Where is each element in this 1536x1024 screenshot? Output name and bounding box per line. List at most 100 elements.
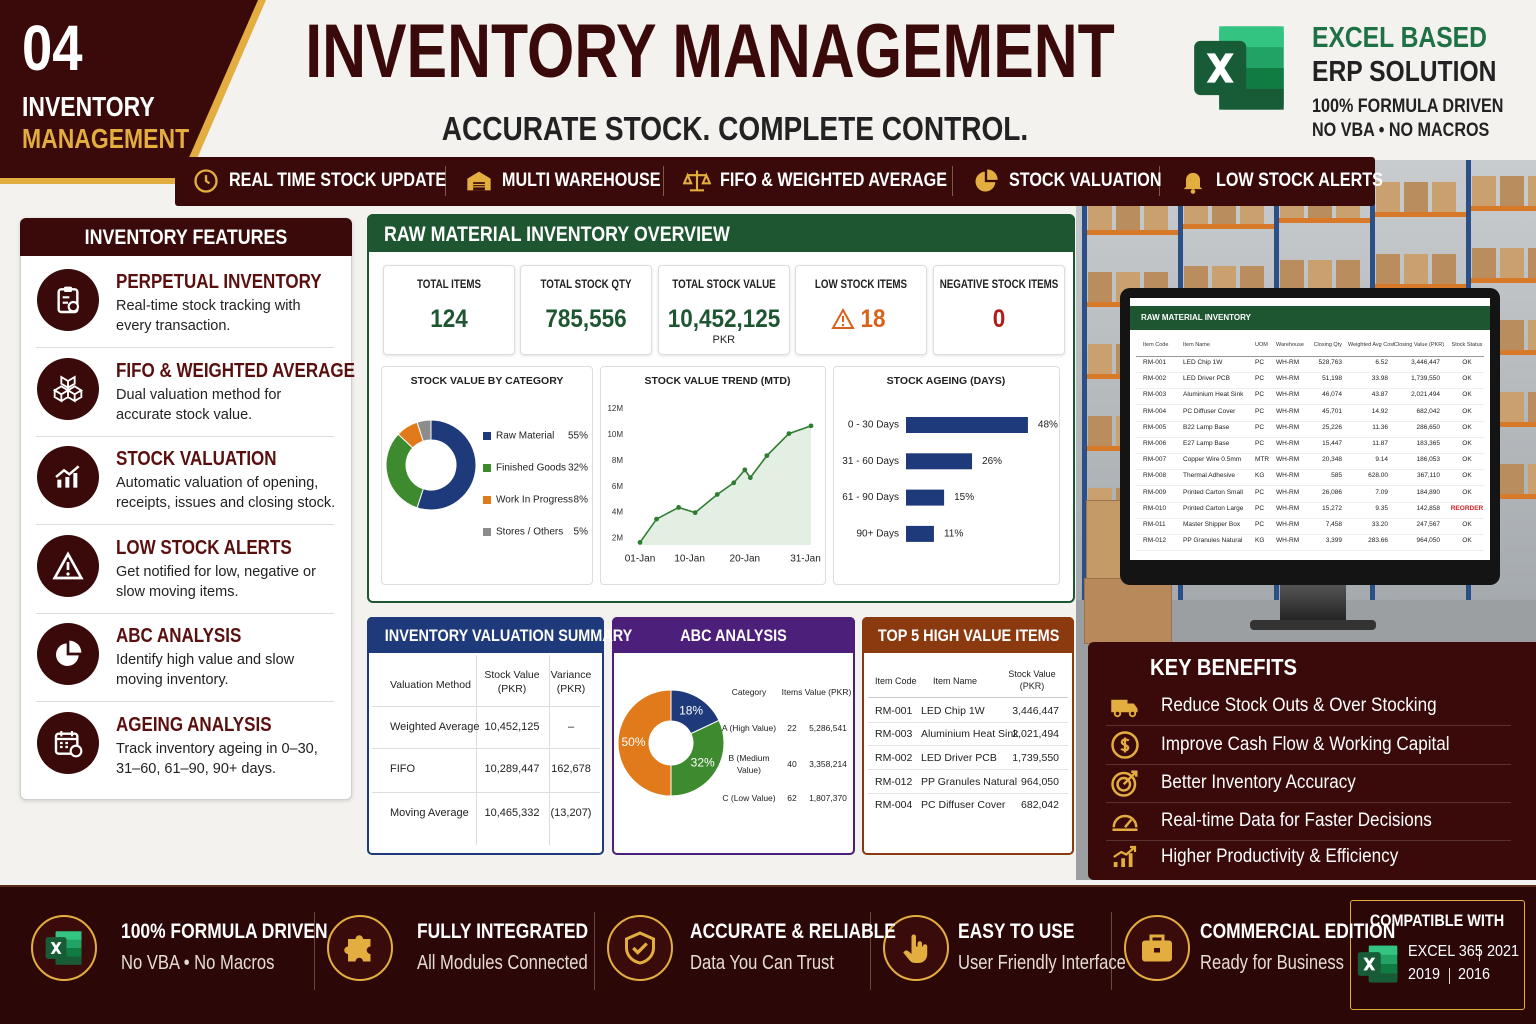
screen-cell: RM-001 (1143, 359, 1167, 366)
screen-cell: 43.87 (1371, 391, 1388, 399)
table-cell: 682,042 (1021, 799, 1059, 811)
screen-header: Stock Status (1451, 342, 1483, 348)
screen-cell: OK (1462, 423, 1472, 431)
benefit-divider (1106, 725, 1511, 726)
screen-cell: Printed Carton Small (1183, 488, 1243, 496)
table-cell: B (Medium Value) (728, 753, 770, 775)
screen-cell: OK (1462, 472, 1472, 480)
badge-line2: MANAGEMENT (22, 123, 190, 154)
table-rule (372, 748, 600, 749)
footer-icon (44, 928, 84, 968)
screen-cell: 26,086 (1322, 488, 1342, 496)
screen-cell: OK (1462, 391, 1472, 399)
kpi-card (383, 265, 515, 355)
ribbon-icon-glyph (467, 171, 491, 191)
table-rule (868, 745, 1068, 746)
shelf-beam (1370, 284, 1466, 289)
box (1084, 578, 1172, 644)
screen-cell: 14.92 (1371, 407, 1388, 415)
feature-text: Get notified for low, negative or slow m… (116, 563, 316, 600)
box (1528, 248, 1536, 278)
compat-logo (1356, 942, 1400, 986)
screen-cell: 15,272 (1322, 504, 1342, 512)
screen-rule (1136, 420, 1484, 422)
footer (0, 885, 1536, 1024)
benefits-title: KEY BENEFITS (1150, 654, 1297, 680)
screen-header: Item Code (1143, 342, 1169, 348)
screen-cell: WH-RM (1276, 537, 1300, 545)
benefit-icon-glyph (1111, 699, 1138, 718)
screen-cell: PC (1255, 423, 1265, 431)
table-header: Items (781, 687, 803, 697)
screen-cell: OK (1462, 375, 1472, 383)
box (1088, 272, 1112, 302)
screen-cell: RM-012 (1143, 537, 1167, 545)
kpi-value: 10,452,125 (667, 305, 781, 333)
benefit-text: Better Inventory Accuracy (1161, 772, 1356, 793)
ribbon (175, 157, 1375, 206)
screen-cell: 7,458 (1325, 521, 1342, 528)
screen-cell: RM-011 (1143, 521, 1166, 528)
box (1376, 254, 1400, 284)
kpi-label: TOTAL STOCK VALUE (672, 279, 776, 291)
screen-cell: PC (1255, 391, 1265, 399)
feature-icon-glyph (55, 465, 80, 488)
table-cell: 10,452,125 (484, 721, 540, 733)
screen-cell: 33.20 (1371, 521, 1388, 528)
panel-title: ABC ANALYSIS (680, 626, 787, 645)
table-rule (868, 769, 1068, 770)
panel-header (367, 617, 604, 653)
feature-icon (52, 727, 84, 759)
kpi-value: 124 (430, 305, 468, 333)
footer-divider (870, 912, 871, 990)
badge-line1: INVENTORY (22, 91, 155, 122)
feature-icon-glyph (52, 550, 84, 579)
benefit-icon (1110, 730, 1140, 760)
table-cell: (13,207) (550, 807, 592, 819)
screen-rule (1136, 388, 1484, 390)
footer-icon-bg (883, 915, 949, 981)
feature-icon (52, 638, 84, 670)
box (1500, 176, 1524, 206)
screen-cell: 283.66 (1368, 537, 1388, 545)
compat-version: EXCEL 365 (1408, 943, 1483, 960)
compat-version: 2016 (1458, 966, 1491, 983)
footer-title: FULLY INTEGRATED (417, 920, 589, 943)
benefit-icon (1110, 806, 1140, 836)
screen-cell: 45,701 (1322, 407, 1342, 415)
footer-divider (1111, 912, 1112, 990)
screen-cell: PC Diffuser Cover (1183, 407, 1236, 415)
screen-cell: WH-RM (1276, 423, 1300, 431)
screen-cell: RM-010 (1143, 504, 1167, 512)
table-cell: LED Chip 1W (921, 705, 985, 717)
feature-title: AGEING ANALYSIS (116, 713, 272, 736)
screen-cell: Thermal Adhesive (1183, 472, 1236, 480)
box (1528, 320, 1536, 350)
feature-text: Track inventory ageing in 0–30, 31–60, 6… (116, 740, 318, 777)
screen-cell: PP Granules Natural (1183, 537, 1243, 545)
screen-cell: WH-RM (1276, 504, 1300, 512)
screen-cell: WH-RM (1276, 407, 1300, 415)
screen-header: Closing Value (PKR) (1394, 342, 1445, 348)
box (1472, 248, 1496, 278)
footer-icon (898, 930, 934, 966)
screen-rule (1136, 550, 1484, 552)
screen-cell: KG (1255, 537, 1265, 545)
table-cell: RM-003 (875, 728, 913, 740)
screen-cell: OK (1462, 407, 1472, 415)
screen-cell: 184,890 (1416, 488, 1441, 496)
screen-rule (1136, 517, 1484, 519)
table-cell: RM-004 (875, 799, 913, 811)
screen-cell: 2,021,494 (1411, 391, 1440, 399)
screen-cell: 51,198 (1322, 375, 1342, 383)
table-rule (372, 792, 600, 793)
screen-cell: PC (1255, 440, 1265, 447)
footer-icon-glyph (903, 934, 928, 963)
excel-glyph (1194, 26, 1284, 110)
screen-cell: 183,365 (1416, 440, 1441, 447)
features-header (20, 218, 352, 256)
feature-icon-bg (37, 357, 99, 420)
screen-cell: 7.09 (1375, 488, 1388, 496)
ribbon-item: MULTI WAREHOUSE (502, 170, 661, 191)
table-rule (476, 655, 477, 845)
